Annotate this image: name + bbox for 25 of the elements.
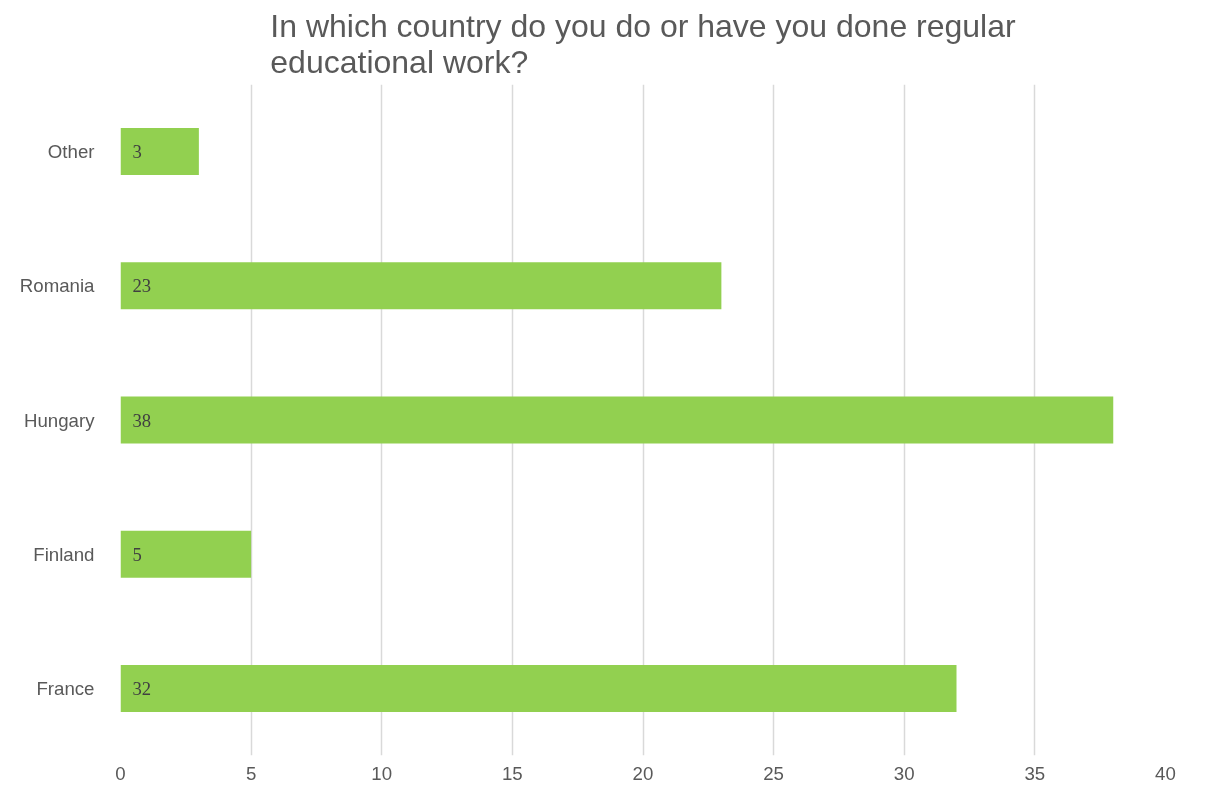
data-label: 5 (132, 543, 142, 565)
x-tick-label: 10 (371, 762, 393, 784)
x-tick-label: 15 (502, 762, 523, 784)
y-tick-label: Hungary (23, 409, 96, 431)
y-tick-label: Other (47, 141, 95, 163)
bar (120, 262, 722, 310)
x-tick-label: 25 (763, 762, 785, 784)
x-tick-label: 40 (1155, 762, 1176, 784)
x-tick-label: 35 (1024, 762, 1046, 784)
data-label: 3 (132, 141, 142, 163)
bar (120, 396, 1114, 444)
bar (120, 530, 252, 578)
bar (120, 664, 957, 712)
y-tick-label: Romania (19, 275, 96, 297)
bar (120, 128, 199, 176)
data-label: 38 (132, 409, 152, 431)
x-tick-label: 30 (893, 762, 915, 784)
chart-title: In which country do you do or have you done regular educational work? (270, 7, 1017, 80)
y-tick-label: France (36, 677, 95, 699)
x-tick-label: 5 (245, 762, 257, 784)
x-tick-label: 20 (632, 762, 654, 784)
x-tick-label: 0 (115, 762, 126, 784)
y-tick-label: Finland (33, 543, 95, 565)
data-label: 32 (132, 677, 152, 699)
data-label: 23 (132, 275, 152, 297)
